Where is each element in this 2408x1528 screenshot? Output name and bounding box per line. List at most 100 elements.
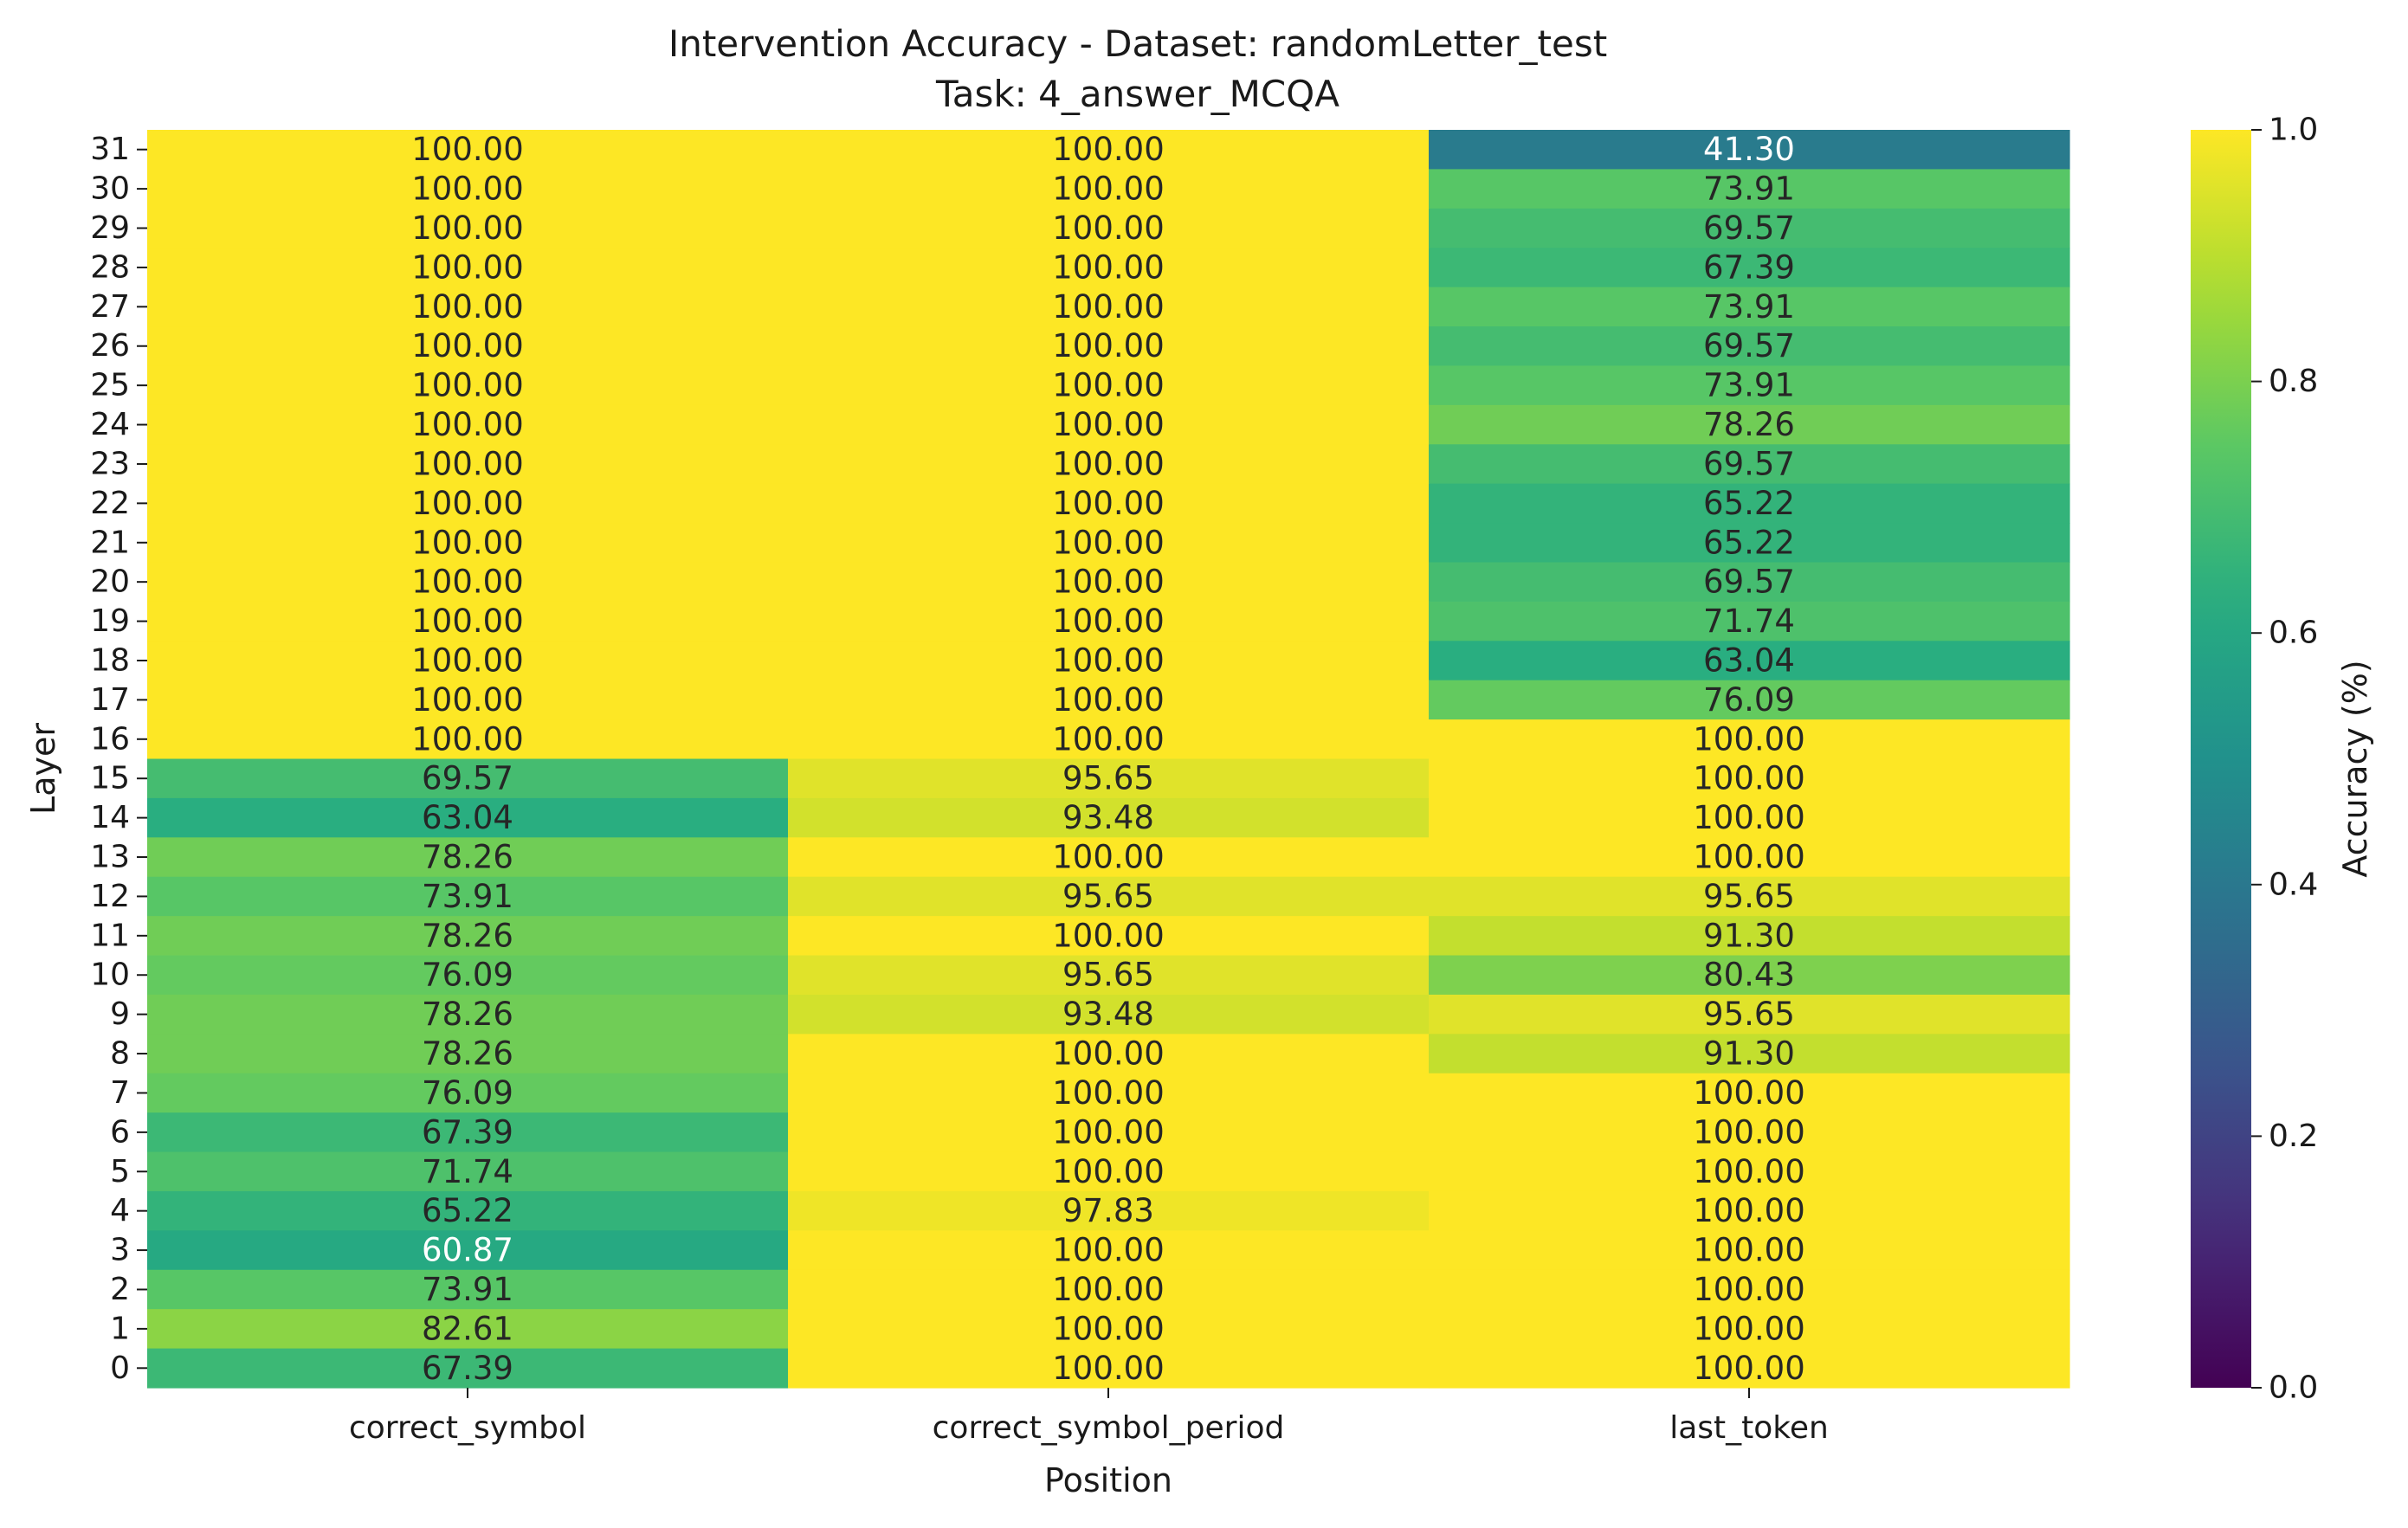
- cell-value-label: 78.26: [1703, 406, 1795, 443]
- colorbar-tick-label: 0.4: [2269, 867, 2318, 902]
- heatmap-cell: [1429, 130, 2070, 171]
- cell-value-label: 69.57: [1703, 564, 1795, 601]
- cell-value-label: 100.00: [1052, 1232, 1164, 1269]
- cell-value-label: 100.00: [1052, 288, 1164, 326]
- heatmap-cell: [147, 248, 789, 288]
- heatmap-cell: [147, 994, 789, 1035]
- cell-value-label: 100.00: [1693, 799, 1804, 836]
- heatmap-cell: [1429, 1309, 2070, 1350]
- heatmap-cell: [788, 404, 1430, 445]
- cell-value-label: 100.00: [411, 131, 523, 168]
- heatmap-cell: [1429, 680, 2070, 720]
- heatmap-cell: [788, 287, 1430, 327]
- heatmap-cell: [147, 837, 789, 878]
- y-tick-label: 18: [90, 642, 130, 678]
- cell-value-label: 95.65: [1703, 996, 1795, 1033]
- heatmap-cell: [788, 365, 1430, 406]
- cell-value-label: 100.00: [1693, 1271, 1804, 1308]
- heatmap-cell: [1429, 1034, 2070, 1074]
- cell-value-label: 100.00: [1052, 642, 1164, 679]
- cell-value-label: 100.00: [1052, 248, 1164, 286]
- cell-value-label: 100.00: [1052, 406, 1164, 443]
- colorbar-tick-label: 0.6: [2269, 616, 2318, 651]
- heatmap-cell: [147, 444, 789, 485]
- y-tick-label: 31: [90, 132, 130, 167]
- colorbar-tick-label: 0.0: [2269, 1370, 2318, 1406]
- cell-value-label: 100.00: [411, 485, 523, 522]
- heatmap-cell: [147, 169, 789, 210]
- cell-value-label: 95.65: [1062, 957, 1154, 994]
- cell-value-label: 100.00: [1052, 367, 1164, 404]
- y-tick-label: 11: [90, 918, 130, 953]
- cell-value-label: 97.83: [1062, 1192, 1154, 1229]
- heatmap-cell: [788, 876, 1430, 917]
- cell-value-label: 100.00: [411, 642, 523, 679]
- cell-value-label: 100.00: [1052, 327, 1164, 364]
- heatmap-cell: [788, 444, 1430, 485]
- cell-value-label: 100.00: [411, 524, 523, 561]
- cell-value-label: 100.00: [1052, 485, 1164, 522]
- y-tick-label: 30: [90, 171, 130, 207]
- cell-value-label: 100.00: [1052, 917, 1164, 954]
- heatmap-cell: [788, 523, 1430, 564]
- heatmap-cell: [147, 1190, 789, 1231]
- heatmap-cell: [147, 562, 789, 603]
- heatmap-cell: [788, 1112, 1430, 1153]
- cell-value-label: 100.00: [411, 445, 523, 482]
- y-tick-label: 12: [90, 879, 130, 914]
- heatmap-cell: [147, 680, 789, 720]
- heatmap-cell: [1429, 562, 2070, 603]
- heatmap-cell: [1429, 1112, 2070, 1153]
- cell-value-label: 100.00: [1052, 171, 1164, 208]
- cell-value-label: 100.00: [411, 564, 523, 601]
- y-tick-label: 17: [90, 682, 130, 718]
- cell-value-label: 100.00: [1052, 210, 1164, 247]
- heatmap-cell: [147, 601, 789, 642]
- heatmap-cell: [788, 483, 1430, 524]
- cell-value-label: 69.57: [422, 760, 513, 797]
- heatmap-cell: [1429, 1348, 2070, 1389]
- heatmap-cell: [788, 955, 1430, 996]
- heatmap-cell: [1429, 916, 2070, 957]
- cell-value-label: 95.65: [1703, 878, 1795, 915]
- y-tick-label: 3: [110, 1233, 130, 1268]
- heatmap-cell: [147, 523, 789, 564]
- heatmap-cell: [788, 1230, 1430, 1271]
- y-tick-label: 5: [110, 1154, 130, 1190]
- heatmap-cell: [788, 837, 1430, 878]
- cell-value-label: 78.26: [422, 917, 513, 954]
- heatmap-cell: [1429, 719, 2070, 760]
- y-tick-label: 24: [90, 407, 130, 442]
- heatmap-cell: [1429, 601, 2070, 642]
- y-tick-label: 6: [110, 1114, 130, 1150]
- heatmap-cell: [1429, 837, 2070, 878]
- x-axis-ticks: correct_symbol correct_symbol_period last_…: [349, 1388, 1829, 1446]
- y-tick-label: 29: [90, 210, 130, 246]
- cell-value-label: 100.00: [1052, 524, 1164, 561]
- y-tick-label: 27: [90, 289, 130, 325]
- heatmap-cell: [788, 169, 1430, 210]
- heatmap-cell: [147, 326, 789, 367]
- cell-value-label: 67.39: [422, 1350, 513, 1387]
- cell-value-label: 100.00: [411, 288, 523, 326]
- y-tick-label: 10: [90, 957, 130, 993]
- cell-value-label: 100.00: [1693, 1192, 1804, 1229]
- cell-value-label: 93.48: [1062, 996, 1154, 1033]
- x-axis-label: Position: [1044, 1461, 1172, 1499]
- y-tick-label: 7: [110, 1075, 130, 1111]
- heatmap-cell: [788, 208, 1430, 248]
- cell-value-label: 76.09: [1703, 681, 1795, 719]
- heatmap-cell: [1429, 404, 2070, 445]
- cell-value-label: 67.39: [422, 1113, 513, 1151]
- heatmap-cell: [147, 876, 789, 917]
- y-axis-label: Layer: [24, 723, 62, 815]
- cell-value-label: 100.00: [411, 681, 523, 719]
- cell-value-label: 73.91: [1703, 171, 1795, 208]
- cell-value-label: 60.87: [422, 1232, 513, 1269]
- cell-value-label: 41.30: [1703, 131, 1795, 168]
- heatmap-cell: [788, 994, 1430, 1035]
- heatmap-cell: [788, 1309, 1430, 1350]
- cell-value-label: 100.00: [1693, 1074, 1804, 1112]
- heatmap-cell: [788, 1269, 1430, 1310]
- heatmap-cell: [788, 1348, 1430, 1389]
